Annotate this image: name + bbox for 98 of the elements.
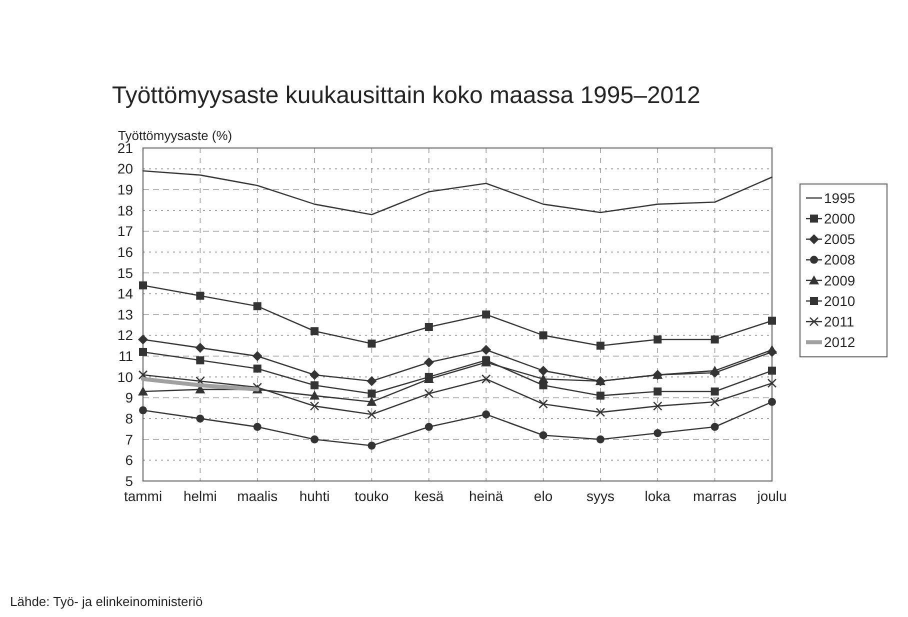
point <box>767 378 777 388</box>
point <box>310 370 320 380</box>
y-tick-label: 9 <box>125 390 134 406</box>
point <box>539 431 548 440</box>
legend-label: 2008 <box>824 252 856 268</box>
y-tick-label: 13 <box>117 306 134 322</box>
point <box>768 366 776 375</box>
x-tick-label: touko <box>354 488 390 504</box>
text: Lähde: Työ- ja elinkeinoministeriö <box>10 594 203 609</box>
point <box>310 327 319 336</box>
x-tick-label: elo <box>534 488 553 504</box>
y-tick-label: 10 <box>117 368 134 385</box>
point <box>366 376 377 386</box>
y-tick-label: 12 <box>117 327 134 344</box>
point <box>253 364 262 373</box>
point <box>538 366 548 376</box>
point <box>424 322 433 331</box>
point <box>424 357 434 368</box>
point <box>253 422 262 431</box>
point <box>368 390 376 398</box>
x-tick-label: syys <box>586 488 614 504</box>
point <box>596 408 606 417</box>
point <box>710 422 719 431</box>
point <box>596 342 604 350</box>
y-tick-label: 17 <box>117 223 134 240</box>
legend-label: 2011 <box>824 314 854 330</box>
point <box>538 399 548 409</box>
point <box>767 344 777 354</box>
point <box>482 410 490 418</box>
point <box>424 372 433 381</box>
y-tick-label: 20 <box>117 160 134 177</box>
point <box>481 374 491 384</box>
point <box>138 370 148 380</box>
y-tick-label: 5 <box>125 472 134 489</box>
point <box>253 302 262 310</box>
point <box>710 335 719 344</box>
x-tick-label: marras <box>693 488 737 504</box>
point <box>482 310 490 318</box>
point <box>310 381 319 390</box>
y-tick-label: 15 <box>117 264 134 281</box>
point <box>424 422 433 431</box>
point <box>138 386 148 396</box>
point <box>368 340 376 348</box>
y-tick-label: 6 <box>125 452 134 468</box>
point <box>596 435 604 444</box>
point <box>710 366 720 375</box>
point <box>196 356 204 364</box>
point <box>196 414 204 423</box>
legend-label: 2010 <box>824 292 856 309</box>
x-tick-label: loka <box>644 488 671 504</box>
point <box>368 442 376 450</box>
x-tick-label: helmi <box>183 488 217 504</box>
point <box>424 388 434 398</box>
x-tick-label: joulu <box>756 488 787 504</box>
point <box>139 406 147 414</box>
y-tick-label: 11 <box>118 348 134 364</box>
point <box>768 316 776 325</box>
legend-label: 2000 <box>824 210 856 226</box>
legend-label: 2012 <box>824 334 856 350</box>
point <box>654 388 662 396</box>
legend-label: 1995 <box>824 190 856 206</box>
point <box>196 292 204 300</box>
y-tick-label: 19 <box>117 182 134 198</box>
point <box>252 351 262 362</box>
point <box>367 410 376 420</box>
x-tick-label: kesä <box>414 488 444 504</box>
point <box>596 392 604 400</box>
y-tick-label: 16 <box>117 244 134 260</box>
line-series <box>142 170 773 216</box>
point <box>768 398 776 406</box>
point <box>710 388 719 396</box>
x-tick-label: huhti <box>299 488 330 504</box>
point <box>654 429 662 438</box>
point <box>366 396 377 406</box>
y-tick-label: 14 <box>117 286 134 302</box>
y-tick-label: 7 <box>125 431 134 448</box>
point <box>539 331 548 340</box>
point <box>139 281 147 290</box>
point <box>652 401 662 411</box>
point <box>539 381 548 390</box>
chart-title: Työttömyysaste kuukausittain koko maassa 1995–2012 <box>112 82 700 109</box>
point <box>310 435 319 444</box>
point <box>481 344 492 355</box>
point <box>310 390 320 400</box>
y-axis-title: Työttömyysaste (%) <box>118 128 232 143</box>
y-tick-label: 8 <box>125 410 134 426</box>
point <box>310 401 320 411</box>
point <box>195 342 206 353</box>
point <box>138 334 148 344</box>
legend-label: 2009 <box>824 272 856 288</box>
legend-label: 2005 <box>824 231 856 248</box>
y-tick-label: 18 <box>117 202 134 218</box>
x-tick-label: maalis <box>237 488 278 504</box>
point <box>139 348 147 356</box>
x-tick-label: heinä <box>468 488 504 504</box>
point <box>654 335 662 344</box>
x-tick-label: tammi <box>124 488 162 504</box>
point <box>710 397 720 407</box>
